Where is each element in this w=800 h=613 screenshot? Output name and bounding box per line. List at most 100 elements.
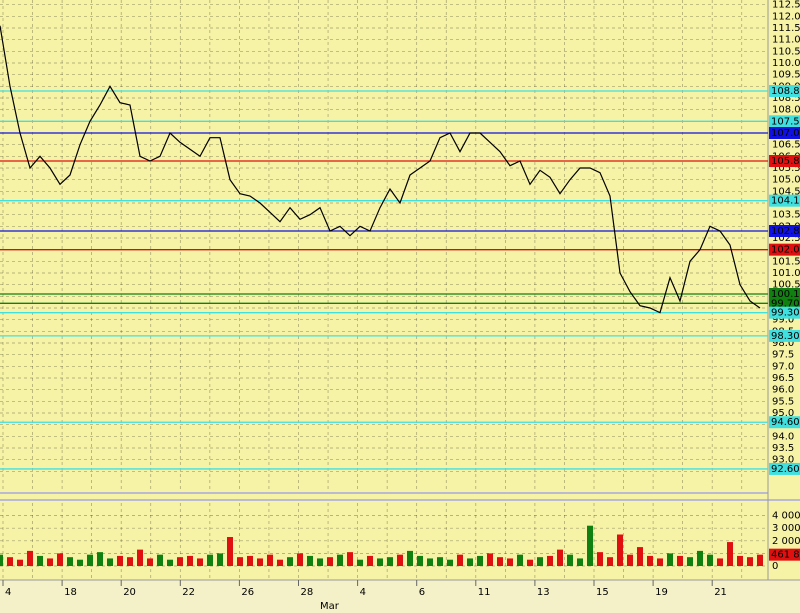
volume-bar [337,554,343,566]
level-label-box [769,225,800,237]
volume-bar [627,554,633,566]
y-tick-label: 101.0 [772,268,800,279]
level-label: 102.00 [771,245,800,256]
volume-bar [447,559,453,566]
volume-bar [587,525,593,566]
date-label: 28 [301,587,314,598]
level-label-box [769,127,800,139]
volume-bar [527,559,533,566]
level-label-box [769,155,800,167]
volume-bar [407,550,413,566]
volume-bar [357,559,363,566]
volume-bar [547,555,553,566]
volume-bar [37,555,43,566]
volume-tick-label: 3 000 [772,523,800,534]
level-label-box [769,297,800,310]
y-tick-label: 95.5 [772,396,794,407]
date-label: 26 [241,587,254,598]
y-tick-label: 100.5 [772,280,800,291]
volume-bar [697,550,703,566]
volume-bar [577,558,583,566]
date-label: 15 [596,587,609,598]
volume-tick-label: 4 000 [772,511,800,522]
level-label: 99.30 [771,308,800,319]
volume-bar [127,557,133,566]
y-tick-label: 110.5 [772,46,800,57]
level-label-box [769,462,800,475]
level-label-box [769,243,800,256]
y-tick-label: 111.0 [772,35,800,46]
y-tick-label: 99.0 [772,315,794,326]
volume-bar [687,557,693,566]
volume-tick-label: 2 000 [772,536,800,547]
date-label: 6 [419,587,425,598]
date-label: 13 [537,587,550,598]
volume-bar [0,554,3,566]
date-label: 19 [655,587,668,598]
volume-bar [417,555,423,566]
volume-bar [657,558,663,566]
date-label: 4 [360,587,366,598]
date-label: 20 [123,587,136,598]
price-line [0,25,761,314]
volume-bar [317,558,323,566]
volume-bar [537,557,543,566]
volume-bar [177,557,183,566]
volume-bar [387,557,393,566]
level-label-box [769,329,800,342]
volume-bar [467,558,473,566]
volume-bar [117,555,123,566]
y-tick-label: 97.5 [772,350,794,361]
y-tick-label: 109.5 [772,70,800,81]
y-tick-label: 95.0 [772,408,794,419]
y-tick-label: 105.5 [772,163,800,174]
volume-bar [707,554,713,566]
volume-bar [677,555,683,566]
volume-bar [597,552,603,566]
level-label: 94.605 [771,417,800,428]
date-label: 4 [5,587,11,598]
y-tick-label: 108.0 [772,105,800,116]
volume-bar [47,558,53,566]
volume-bar [187,555,193,566]
level-label: 105.80 [771,156,800,167]
y-tick-label: 96.0 [772,385,794,396]
y-tick-label: 108.5 [772,93,800,104]
volume-last-label: 461 84 [771,550,800,561]
volume-bar [487,553,493,566]
volume-bar [97,552,103,566]
volume-bar [217,553,223,566]
y-tick-label: 103.5 [772,210,800,221]
volume-bar [57,553,63,566]
month-label: Mar [320,601,340,612]
volume-bar [757,554,763,566]
volume-bar [617,534,623,566]
volume-bar [747,557,753,566]
volume-bar [457,554,463,566]
volume-last-box [769,548,800,561]
y-tick-label: 112.5 [772,0,800,11]
volume-bar [507,558,513,566]
volume-bar [437,557,443,566]
y-tick-label: 94.0 [772,431,794,442]
volume-bar [197,558,203,566]
date-label: 18 [64,587,77,598]
volume-bar [727,542,733,566]
level-label-box [769,306,800,319]
volume-bar [27,550,33,566]
volume-bar [67,557,73,566]
level-label: 99.70 [771,298,800,309]
level-label: 108.80 [771,86,800,97]
level-label-box [769,416,800,429]
volume-bar [477,555,483,566]
level-label-box [769,85,800,97]
volume-bar [77,559,83,566]
y-tick-label: 110.0 [772,58,800,69]
y-tick-label: 106.5 [772,140,800,151]
volume-bar [427,558,433,566]
volume-bar [17,559,23,566]
y-tick-label: 93.0 [772,455,794,466]
level-label: 98.304 [771,331,800,342]
